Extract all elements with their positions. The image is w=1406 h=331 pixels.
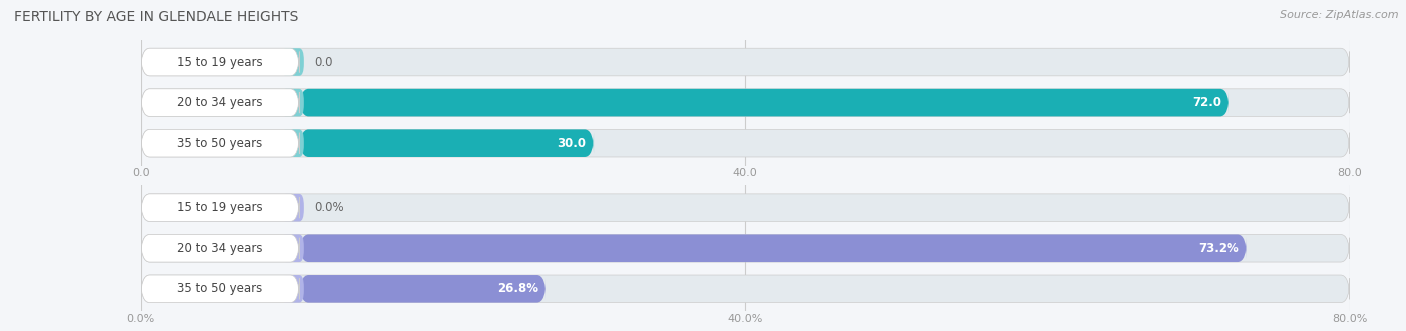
Text: 20 to 34 years: 20 to 34 years (177, 96, 263, 109)
FancyBboxPatch shape (299, 89, 1229, 117)
FancyBboxPatch shape (299, 275, 546, 303)
FancyBboxPatch shape (141, 234, 1350, 262)
FancyBboxPatch shape (141, 89, 299, 117)
FancyBboxPatch shape (141, 275, 299, 303)
Text: 15 to 19 years: 15 to 19 years (177, 56, 263, 69)
Text: 72.0: 72.0 (1192, 96, 1222, 109)
FancyBboxPatch shape (281, 129, 304, 157)
Text: 35 to 50 years: 35 to 50 years (177, 282, 263, 295)
Text: 0.0: 0.0 (315, 56, 333, 69)
FancyBboxPatch shape (141, 234, 299, 262)
FancyBboxPatch shape (281, 194, 304, 221)
FancyBboxPatch shape (141, 194, 1350, 221)
Text: 20 to 34 years: 20 to 34 years (177, 242, 263, 255)
FancyBboxPatch shape (141, 194, 299, 221)
Text: FERTILITY BY AGE IN GLENDALE HEIGHTS: FERTILITY BY AGE IN GLENDALE HEIGHTS (14, 10, 298, 24)
Text: 26.8%: 26.8% (498, 282, 538, 295)
FancyBboxPatch shape (141, 48, 299, 76)
Text: 0.0%: 0.0% (315, 201, 344, 214)
FancyBboxPatch shape (141, 129, 299, 157)
Text: Source: ZipAtlas.com: Source: ZipAtlas.com (1281, 10, 1399, 20)
FancyBboxPatch shape (141, 275, 1350, 303)
FancyBboxPatch shape (141, 89, 1350, 117)
FancyBboxPatch shape (281, 275, 304, 303)
Text: 30.0: 30.0 (557, 137, 586, 150)
FancyBboxPatch shape (299, 129, 595, 157)
FancyBboxPatch shape (281, 48, 304, 76)
FancyBboxPatch shape (299, 234, 1247, 262)
Text: 15 to 19 years: 15 to 19 years (177, 201, 263, 214)
FancyBboxPatch shape (141, 48, 1350, 76)
FancyBboxPatch shape (281, 234, 304, 262)
Text: 73.2%: 73.2% (1199, 242, 1240, 255)
Text: 35 to 50 years: 35 to 50 years (177, 137, 263, 150)
FancyBboxPatch shape (281, 89, 304, 117)
FancyBboxPatch shape (141, 129, 1350, 157)
